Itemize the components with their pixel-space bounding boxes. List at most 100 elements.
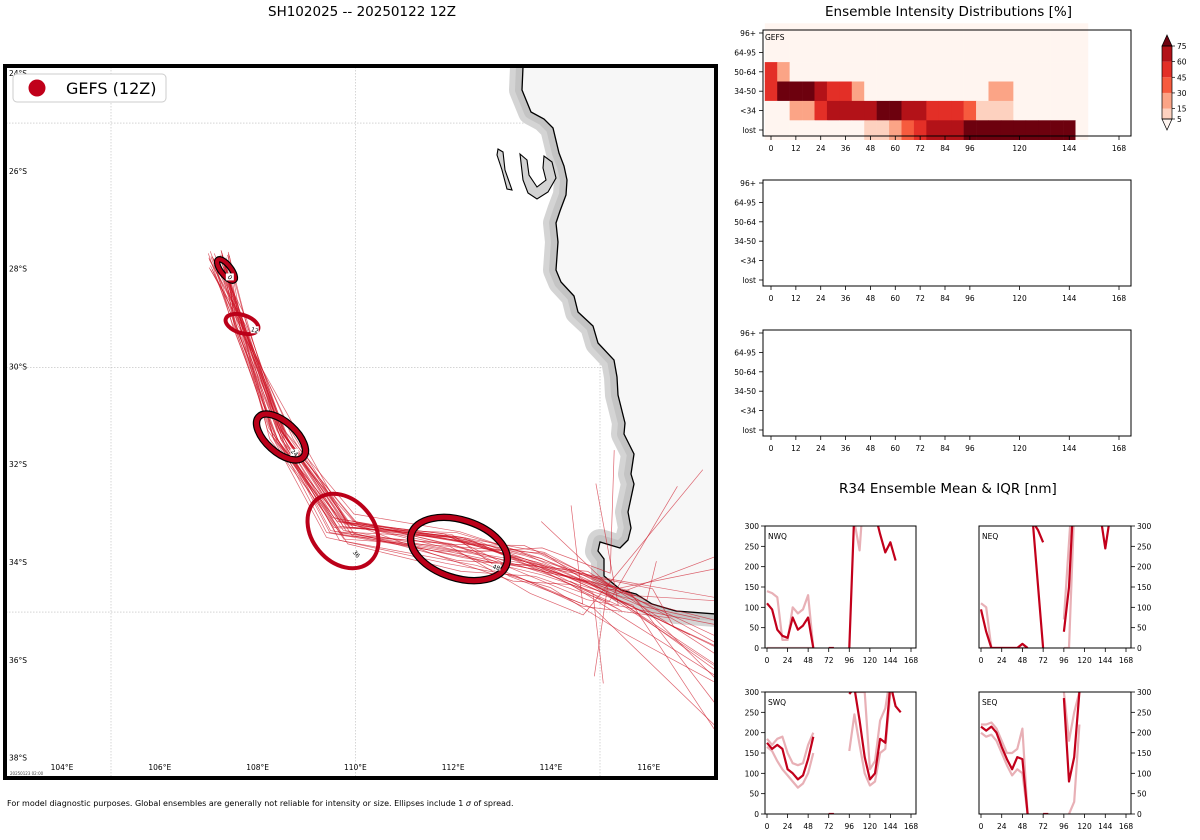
heatmap-cell [1025, 42, 1039, 63]
ensemble-track [213, 253, 715, 637]
heatmap-cell [1050, 120, 1064, 140]
r34-iqr_low-line [766, 746, 815, 789]
r34-xtick-label: 120 [1077, 822, 1092, 831]
heatmap-cell [839, 81, 853, 102]
heatmap-cell [826, 62, 840, 82]
heatmap-cell [976, 100, 989, 121]
heatmap-cell [764, 42, 778, 63]
ensemble-track [225, 267, 715, 671]
heatmap-model-label: GEFS [765, 33, 785, 42]
heatmap-xtick-label: 144 [1062, 144, 1077, 153]
heatmap-cell [802, 100, 815, 121]
heatmap-xtick-label: 36 [841, 294, 851, 303]
heatmap-cell [901, 120, 915, 140]
heatmap-xtick-label: 48 [866, 294, 876, 303]
heatmap-xtick-label: 24 [816, 444, 826, 453]
heatmap-cell [1038, 100, 1051, 121]
r34-xtick-label: 72 [1038, 822, 1048, 831]
heatmap-cell [864, 62, 877, 82]
heatmap-row-label: 34-50 [734, 87, 756, 96]
heatmap-cell [864, 23, 877, 43]
r34-xtick-label: 144 [883, 822, 898, 831]
heatmap-cell [864, 81, 877, 102]
r34-ytick-label: 300 [1137, 522, 1152, 531]
heatmap-cell [926, 120, 940, 140]
r34-ytick-label: 200 [1137, 729, 1152, 738]
r34-ytick-label: 250 [1137, 708, 1152, 717]
r34-iqr_low-line [980, 731, 1029, 814]
colorbar-tick-label: 60 [1177, 58, 1187, 67]
r34-lines [766, 692, 902, 814]
ellipse-outline [213, 256, 239, 284]
r34-mean-line [1100, 526, 1110, 550]
heatmap-row-label: 96+ [740, 329, 756, 338]
r34-ytick-label: 150 [745, 583, 760, 592]
ensemble-track [208, 257, 678, 603]
heatmap-cell [876, 42, 890, 63]
heatmap-cell [851, 62, 865, 82]
heatmap-cell [1075, 23, 1089, 43]
r34-iqr_high-line [980, 602, 1029, 648]
r34-iqr_high-line [854, 692, 889, 771]
heatmap-cell [901, 81, 915, 102]
ensemble-track [211, 256, 715, 667]
heatmap-cell [1063, 23, 1076, 43]
heatmap-cell [814, 23, 828, 43]
colorbar-tick-label: 15 [1177, 105, 1187, 114]
ensemble-track [209, 251, 704, 616]
heatmap-row-label: 34-50 [734, 237, 756, 246]
heatmap-cell [1038, 23, 1051, 43]
r34-xtick-label: 120 [1077, 656, 1092, 665]
heatmap-cell [777, 100, 790, 121]
r34-ytick-label: 200 [745, 729, 760, 738]
r34-mean-line [1032, 526, 1045, 648]
heatmap-cell [777, 42, 790, 63]
heatmap-cell [889, 120, 902, 140]
ensemble-track [223, 266, 612, 588]
heatmap-cell [851, 23, 865, 43]
r34-xtick-label: 144 [1098, 656, 1113, 665]
heatmap-cell [1000, 23, 1014, 43]
heatmap-cell [864, 42, 877, 63]
heatmap-xtick-label: 96 [965, 294, 975, 303]
heatmap-cell [1050, 23, 1064, 43]
heatmap-cell [963, 100, 977, 121]
ellipse-label-bg [290, 448, 299, 456]
heatmap-xtick-label: 72 [915, 444, 925, 453]
ensemble-track [217, 258, 715, 648]
r34-ytick-label: 150 [745, 749, 760, 758]
r34-line-charts: NWQ 0 50 100 150 200 250 300 0 24 48 72 96 120 144 168 N… [745, 522, 1152, 831]
spread-ellipses: 0 12 24 36 48 [213, 256, 512, 585]
heatmap-cell [913, 120, 927, 140]
r34-iqr_low-line [1067, 724, 1081, 814]
ellipse-label-bg [225, 273, 234, 281]
heatmap-cell [1075, 42, 1089, 63]
ensemble-track [210, 269, 615, 574]
r34-quadrant-label: NEQ [982, 532, 998, 541]
r34-mean-line [979, 609, 1029, 648]
heatmap-cell [1075, 81, 1089, 102]
heatmap-row-label: 50-64 [734, 218, 756, 227]
heatmap-cell [1063, 100, 1076, 121]
r34-xtick-label: 24 [997, 822, 1007, 831]
heatmap-cell [951, 62, 964, 82]
heatmap-xtick-label: 96 [965, 444, 975, 453]
r34-xtick-label: 72 [824, 656, 834, 665]
heatmap-cell [814, 120, 828, 140]
r34-ytick-label: 200 [1137, 563, 1152, 572]
heatmap-xtick-label: 0 [769, 144, 774, 153]
heatmap-cell [1013, 120, 1027, 140]
heatmap-row-label: 50-64 [734, 368, 756, 377]
heatmap-cell [889, 23, 902, 43]
ensemble-track [227, 254, 715, 731]
ensemble-track [217, 263, 715, 594]
heatmap-cell [913, 62, 927, 82]
heatmap-xtick-label: 168 [1112, 144, 1127, 153]
ensemble-track [221, 255, 675, 629]
ellipse-outline [406, 513, 512, 585]
footnote: For model diagnostic purposes. Global en… [7, 799, 514, 808]
r34-ytick-label: 100 [1137, 769, 1152, 778]
heatmap-xtick-label: 72 [915, 294, 925, 303]
heatmap-cell [814, 62, 828, 82]
heatmap-xtick-label: 48 [866, 444, 876, 453]
